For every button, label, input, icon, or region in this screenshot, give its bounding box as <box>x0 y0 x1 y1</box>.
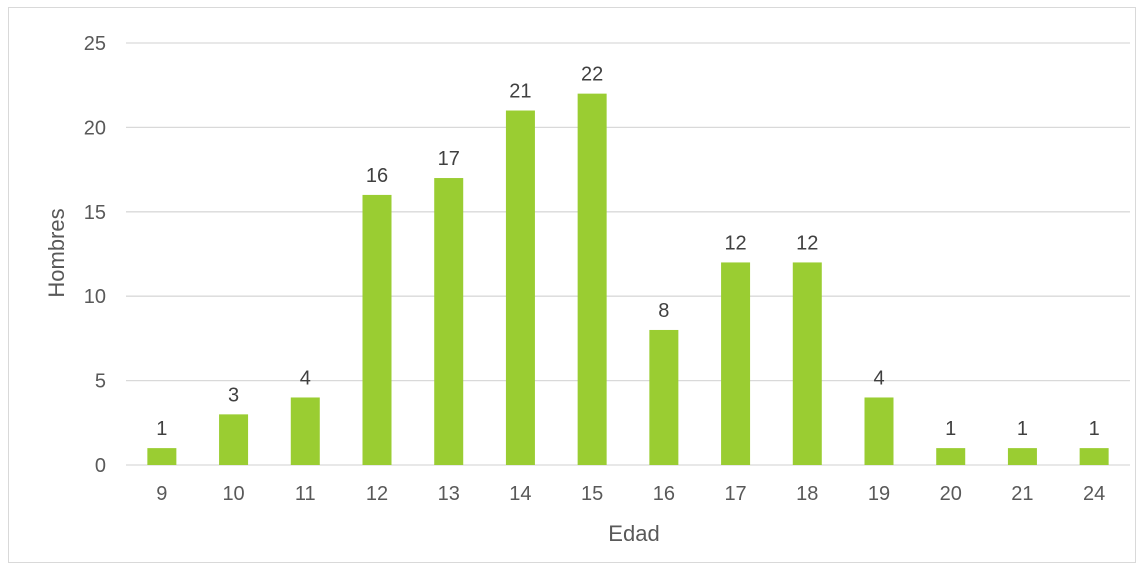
y-tick-label: 25 <box>84 33 106 55</box>
data-label: 1 <box>156 418 167 440</box>
bar <box>219 414 249 465</box>
bar <box>362 194 392 466</box>
x-tick-label: 17 <box>724 483 746 505</box>
data-label: 4 <box>300 367 311 389</box>
data-label: 3 <box>228 384 239 406</box>
bar <box>1007 448 1037 465</box>
gridlines <box>126 42 1130 466</box>
bar <box>721 262 751 465</box>
y-tick-label: 0 <box>95 455 106 477</box>
data-labels: 1 3 4 16 17 21 22 8 12 12 4 1 1 1 <box>156 64 1099 440</box>
x-tick-label: 15 <box>581 483 603 505</box>
bars <box>147 93 1109 466</box>
bar <box>792 262 822 465</box>
data-label: 4 <box>873 367 884 389</box>
x-tick-label: 10 <box>222 483 244 505</box>
data-label: 21 <box>509 81 531 103</box>
data-label: 1 <box>1089 418 1100 440</box>
x-tick-label: 19 <box>868 483 890 505</box>
data-label: 1 <box>1017 418 1028 440</box>
x-tick-label: 11 <box>295 483 316 505</box>
chart-frame <box>8 7 1136 563</box>
data-label: 22 <box>581 64 603 86</box>
data-label: 8 <box>658 300 669 322</box>
y-tick-label: 20 <box>84 117 106 139</box>
data-label: 12 <box>724 232 746 254</box>
data-label: 17 <box>438 148 460 170</box>
data-label: 16 <box>366 165 388 187</box>
x-tick-label: 9 <box>156 483 167 505</box>
x-tick-label: 18 <box>796 483 818 505</box>
bar <box>147 448 177 465</box>
y-tick-labels: 0 5 10 15 20 25 <box>84 33 106 477</box>
x-tick-label: 14 <box>509 483 531 505</box>
bar <box>1079 448 1109 465</box>
x-tick-label: 12 <box>366 483 388 505</box>
x-tick-label: 13 <box>438 483 460 505</box>
bar <box>936 448 966 465</box>
y-tick-label: 5 <box>95 371 106 393</box>
data-label: 1 <box>945 418 956 440</box>
x-tick-label: 21 <box>1011 483 1033 505</box>
x-axis-title: Edad <box>608 521 659 546</box>
x-tick-label: 24 <box>1083 483 1105 505</box>
data-label: 12 <box>796 232 818 254</box>
y-axis-title: Hombres <box>44 208 69 297</box>
x-tick-label: 20 <box>940 483 962 505</box>
x-tick-labels: 9 10 11 12 13 14 15 16 17 18 19 20 21 24 <box>156 483 1105 505</box>
bar <box>290 397 320 465</box>
bar <box>434 178 464 466</box>
y-tick-label: 10 <box>84 286 106 308</box>
bar <box>864 397 894 465</box>
bar <box>577 93 607 465</box>
y-tick-label: 15 <box>84 202 106 224</box>
bar <box>505 110 535 466</box>
bar <box>649 329 679 465</box>
x-tick-label: 16 <box>653 483 675 505</box>
